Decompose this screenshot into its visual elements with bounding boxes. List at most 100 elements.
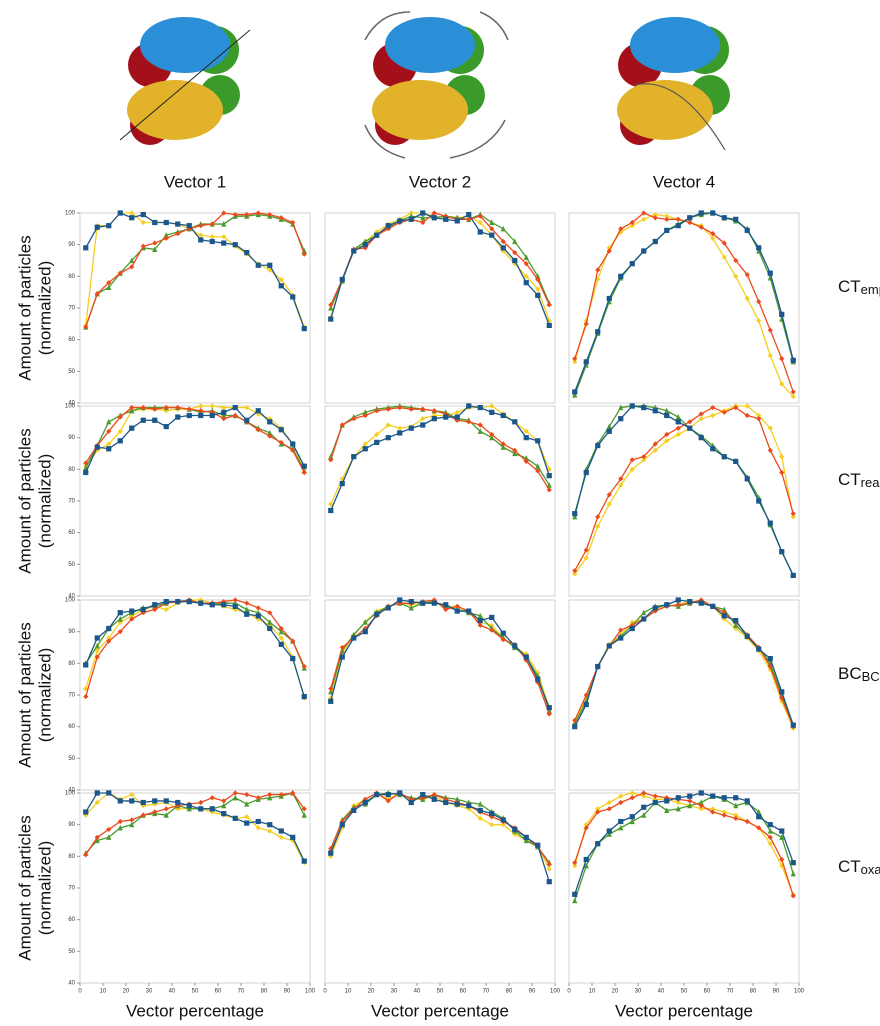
marker [278,791,284,798]
marker [489,810,495,817]
marker [744,295,750,302]
marker [232,790,238,796]
plot-frame [324,405,556,597]
marker [420,406,426,412]
marker [163,812,169,818]
column-title: Vector 2 [409,172,471,191]
marker [572,568,578,574]
row-label-main: CT [838,277,861,296]
y-tick-label: 60 [68,337,75,343]
marker [129,404,135,411]
marker [408,799,414,806]
marker [209,238,215,245]
marker [106,638,112,644]
marker [454,801,460,807]
plot-frame [324,792,556,984]
marker [756,412,762,419]
marker [767,841,773,847]
marker [290,447,296,453]
marker [232,597,238,603]
marker [140,417,146,423]
marker [106,284,112,291]
marker [408,796,414,802]
marker [606,806,612,812]
marker [374,232,380,238]
marker [301,812,307,818]
marker [163,219,169,226]
marker [756,825,762,831]
marker [641,609,647,616]
marker [94,291,100,297]
marker [140,610,146,616]
marker [232,242,238,248]
marker [583,469,589,476]
marker [385,223,391,229]
x-tick-label: 60 [704,989,711,995]
marker [641,616,647,622]
series-line [574,212,794,393]
marker [232,211,238,218]
marker [744,633,750,640]
marker [454,603,460,609]
marker [790,389,796,395]
marker [675,413,681,420]
marker [374,431,380,438]
marker [500,817,506,823]
column-title: Vector 1 [164,172,226,191]
marker [523,657,529,663]
marker [209,234,215,240]
marker [583,547,589,553]
marker [523,651,529,657]
marker [152,219,158,226]
marker [198,799,204,806]
x-tick-label: 70 [483,989,490,995]
x-tick-label: 0 [567,989,571,995]
marker [397,425,403,431]
marker [152,406,158,412]
marker [583,856,589,863]
marker [595,806,601,812]
marker [583,359,589,365]
marker [408,425,414,431]
y-tick-label: 70 [68,693,75,699]
y-tick-label: 70 [68,499,75,505]
marker [767,270,773,276]
marker [546,302,552,308]
marker [779,311,785,317]
marker [117,414,123,420]
y-tick-label: 40 [68,594,75,600]
marker [744,412,750,419]
row-label-sub: BCCP [862,669,880,684]
marker [675,419,681,425]
marker [767,425,773,431]
marker [328,501,334,507]
marker [83,245,89,251]
row-label-sub: react [861,475,880,490]
marker [606,831,612,837]
marker [83,852,89,858]
marker [83,809,89,815]
marker [687,419,693,425]
marker [408,216,414,222]
marker [675,602,681,608]
marker [362,619,368,625]
marker [267,429,273,436]
marker [756,814,762,820]
marker [83,686,89,692]
marker [477,213,483,219]
marker [129,264,135,270]
marker [675,795,681,801]
marker [721,454,727,460]
marker [595,841,601,847]
marker [94,444,100,450]
series-line [574,792,794,897]
marker [687,802,693,809]
x-tick-label: 100 [550,989,561,995]
marker [385,435,391,441]
marker [512,831,518,837]
marker [698,416,704,422]
marker [606,248,612,254]
marker [209,795,215,801]
marker [209,602,215,608]
marker [198,600,204,606]
